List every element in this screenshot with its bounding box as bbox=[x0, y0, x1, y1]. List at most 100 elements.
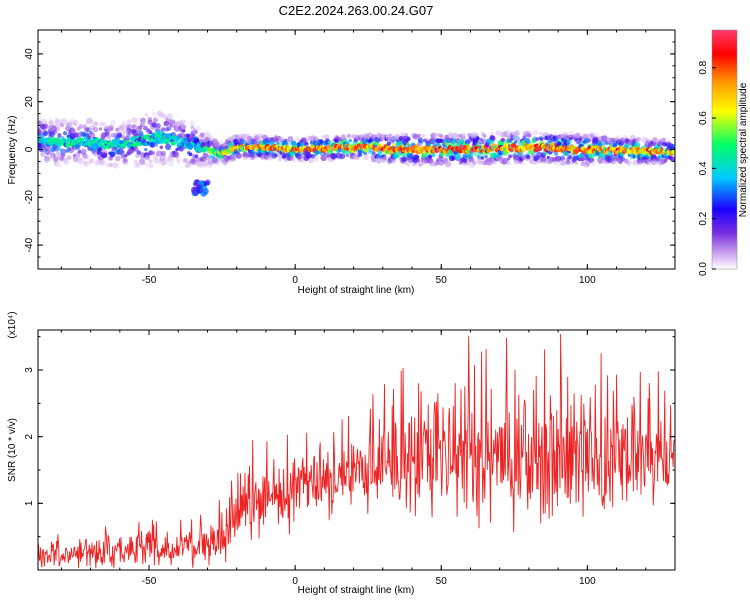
spectrogram-cell bbox=[65, 142, 71, 148]
spectrogram-cell bbox=[182, 158, 188, 164]
spectrogram-cell bbox=[259, 135, 263, 139]
spectrogram-cell bbox=[38, 116, 43, 121]
spectrogram-cell bbox=[137, 163, 142, 169]
spectrogram-cell bbox=[161, 127, 166, 132]
spectrogram-cell bbox=[477, 142, 482, 147]
spectrogram-cell bbox=[249, 140, 254, 145]
spectrogram-cell bbox=[240, 139, 247, 145]
spectrogram-cell bbox=[84, 154, 89, 160]
y-tick-label: -20 bbox=[24, 190, 35, 205]
spectrogram-cell bbox=[345, 153, 349, 158]
y-tick-label: 20 bbox=[24, 96, 35, 108]
spectrogram-cell bbox=[376, 154, 380, 158]
spectrogram-cell bbox=[133, 159, 138, 164]
spectrogram-cell bbox=[99, 160, 104, 165]
snr-line bbox=[38, 333, 675, 569]
spectrogram-cell bbox=[161, 114, 167, 119]
spectrogram-cell bbox=[152, 117, 159, 123]
spectrogram-cell bbox=[291, 157, 297, 163]
spectrogram-cell bbox=[295, 136, 300, 142]
snr-line-layer bbox=[38, 333, 675, 569]
spectrogram-cell bbox=[439, 134, 444, 138]
spectrogram-cell bbox=[274, 153, 279, 158]
spectrogram-cell bbox=[38, 159, 44, 165]
spectrogram-cell bbox=[555, 160, 561, 166]
spectrogram-cell bbox=[153, 142, 159, 147]
spectrogram-cell bbox=[559, 155, 566, 161]
spectrogram-cell bbox=[455, 152, 461, 159]
spectrogram-cell bbox=[452, 132, 459, 139]
spectrogram-cell bbox=[110, 120, 116, 126]
spectrogram-cell bbox=[265, 136, 272, 144]
spectrogram-cell bbox=[563, 131, 568, 136]
spectrogram-cell bbox=[200, 132, 205, 137]
y-tick-label: 3 bbox=[24, 367, 35, 373]
spectrogram-cell bbox=[151, 112, 157, 118]
spectrogram-cell bbox=[180, 124, 187, 130]
y-tick-label: 2 bbox=[24, 433, 35, 439]
spectrogram-cell bbox=[594, 132, 600, 138]
spectrogram-cell bbox=[87, 118, 94, 125]
spectrogram-cell bbox=[169, 162, 174, 167]
figure-title: C2E2.2024.263.00.24.G07 bbox=[279, 3, 434, 18]
spectrogram-cell bbox=[513, 154, 520, 161]
spectrogram-cell bbox=[144, 155, 151, 161]
spectrogram-cell bbox=[145, 127, 150, 133]
spectrogram-cell bbox=[461, 133, 466, 138]
spectrogram-cell bbox=[362, 154, 369, 161]
spectrogram-cell bbox=[406, 142, 410, 147]
spectrogram-cell bbox=[140, 160, 146, 166]
spectrogram-cell bbox=[234, 134, 240, 140]
spectrogram-cell bbox=[417, 138, 423, 143]
spectrogram-cell bbox=[575, 161, 579, 165]
spectrogram-cell bbox=[616, 138, 620, 142]
spectrogram-cell bbox=[484, 155, 488, 159]
spectrogram-cell bbox=[297, 155, 302, 160]
spectrogram-cell bbox=[246, 135, 253, 142]
spectrogram-x-axis-label: Height of straight line (km) bbox=[298, 285, 415, 296]
spectrogram-cell bbox=[545, 132, 549, 137]
spectrogram-cell bbox=[147, 136, 152, 141]
spectrogram-cell bbox=[104, 131, 110, 137]
colorbar-label: Normalized spectral amplitude bbox=[738, 82, 749, 217]
spectrogram-cell bbox=[565, 159, 571, 165]
spectrogram-cell bbox=[462, 158, 468, 164]
spectrogram-cell bbox=[198, 163, 203, 167]
spectrogram-cell bbox=[63, 158, 70, 166]
spectrogram-cell bbox=[590, 160, 596, 166]
spectrogram-cell bbox=[181, 119, 187, 125]
spectrogram-cell bbox=[289, 156, 295, 161]
spectrogram-cell bbox=[180, 147, 185, 152]
spectrogram-cell bbox=[588, 157, 595, 164]
x-tick-label: 100 bbox=[579, 275, 596, 286]
spectrogram-cell bbox=[409, 153, 415, 158]
spectrogram-cell bbox=[136, 150, 142, 155]
spectrogram-cell bbox=[341, 134, 346, 139]
spectrogram-cell bbox=[626, 160, 632, 166]
spectrogram-cell bbox=[402, 157, 407, 162]
spectrogram-cell bbox=[178, 145, 184, 152]
spectrogram-cell bbox=[98, 127, 103, 131]
spectrogram-cell bbox=[302, 137, 308, 143]
spectrogram-cell bbox=[343, 150, 348, 155]
snr-y-multiplier: (x10⁴) bbox=[7, 311, 18, 338]
spectrogram-cell bbox=[357, 152, 363, 157]
spectrogram-cell bbox=[230, 156, 236, 162]
spectrogram-cell bbox=[94, 159, 101, 166]
spectrogram-cell bbox=[482, 134, 487, 138]
spectrogram-cell bbox=[539, 137, 544, 141]
spectrogram-cell bbox=[186, 164, 190, 168]
spectrogram-cell bbox=[73, 132, 79, 138]
spectrogram-cell bbox=[183, 158, 188, 163]
spectrogram-cell bbox=[93, 153, 99, 158]
spectrogram-cell bbox=[48, 120, 54, 126]
spectrogram-cell bbox=[188, 152, 193, 157]
spectrogram-cell bbox=[110, 118, 116, 125]
spectrogram-cell bbox=[439, 138, 444, 143]
spectrogram-cell bbox=[62, 131, 68, 136]
spectrogram-cell bbox=[597, 159, 603, 165]
spectrogram-cell bbox=[215, 160, 220, 166]
spectrogram-cell bbox=[60, 148, 67, 155]
spectrogram-cell bbox=[514, 140, 518, 144]
spectrogram-cell bbox=[166, 113, 173, 120]
